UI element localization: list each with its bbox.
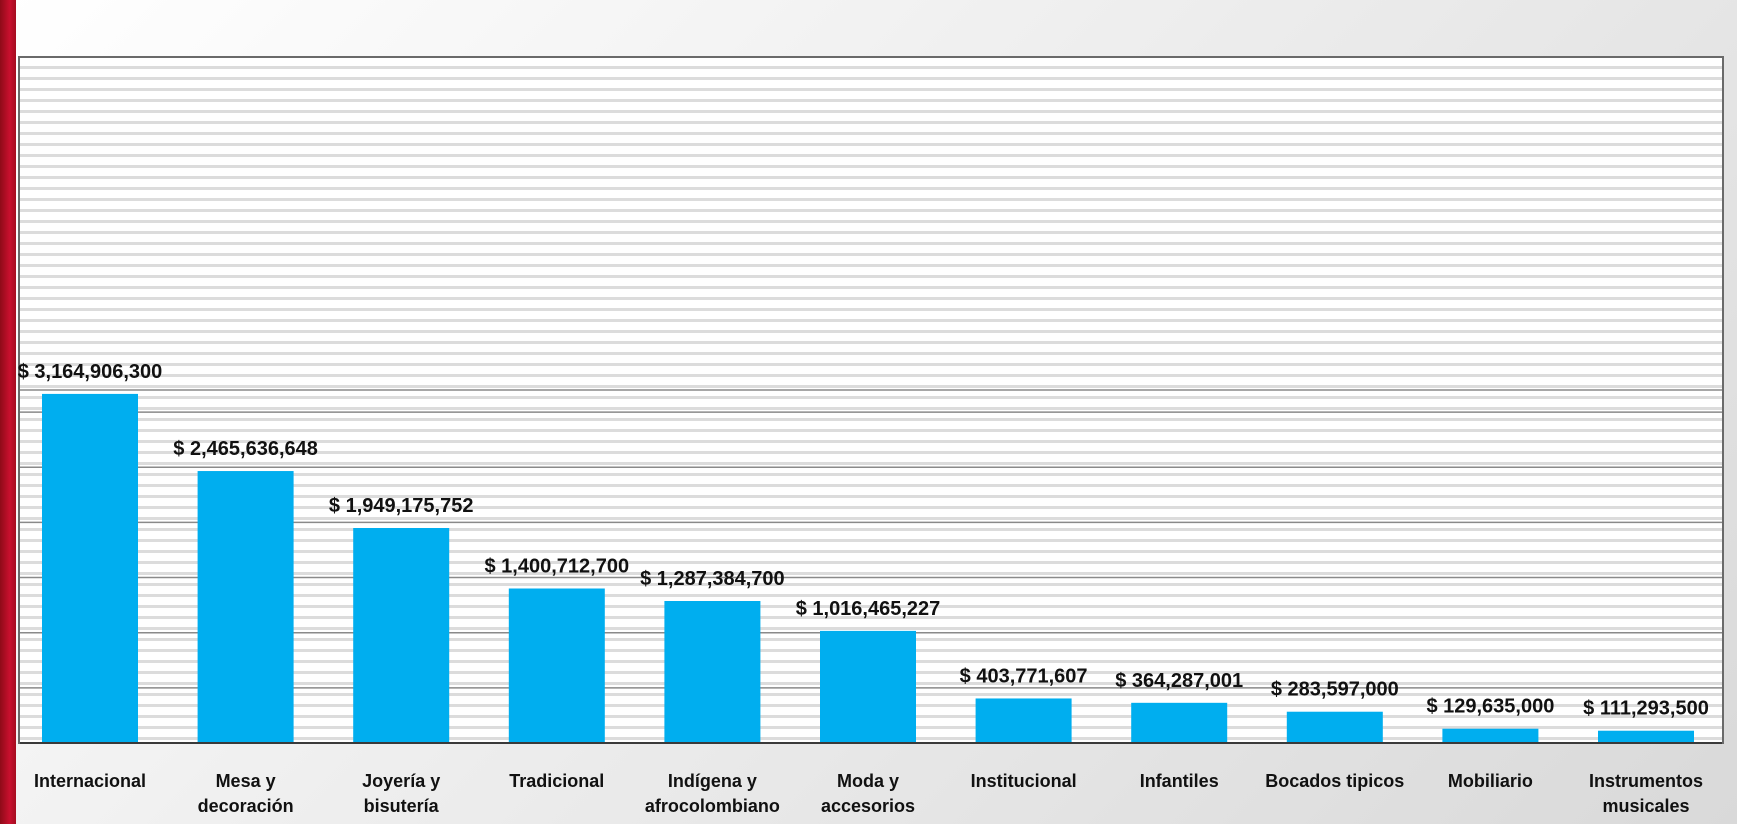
data-label: $ 1,016,465,227 (796, 598, 941, 620)
data-label: $ 1,949,175,752 (329, 495, 474, 517)
data-label: $ 1,400,712,700 (485, 556, 630, 578)
data-label: $ 283,597,000 (1271, 679, 1399, 701)
data-label: $ 2,465,636,648 (173, 438, 318, 460)
bar (1442, 728, 1539, 743)
tick-label: Mobiliario (1448, 771, 1533, 791)
bar (1286, 711, 1383, 743)
data-label: $ 111,293,500 (1583, 698, 1709, 720)
red-accent-bar (0, 0, 16, 824)
tick-label: Instrumentos musicales (1589, 771, 1703, 816)
tick-label: Institucional (971, 771, 1077, 791)
tick-label: Bocados tipicos (1265, 771, 1404, 791)
tick-label: Infantiles (1140, 771, 1219, 791)
tick-label: Indígena y afrocolombiano (645, 771, 780, 816)
data-label: $ 129,635,000 (1426, 696, 1554, 718)
bar (42, 393, 138, 743)
data-label: $ 1,287,384,700 (640, 568, 785, 590)
data-label: $ 403,771,607 (960, 665, 1088, 687)
tick-label: Tradicional (509, 771, 604, 791)
bar (197, 471, 294, 743)
bar (353, 528, 450, 743)
bar (1598, 730, 1694, 743)
bar (1131, 702, 1228, 743)
plot-area (18, 56, 1724, 744)
data-label: $ 364,287,001 (1115, 670, 1243, 692)
bar (975, 698, 1072, 743)
bar (664, 601, 761, 743)
tick-label: Joyería y bisutería (362, 771, 440, 816)
tick-label: Internacional (34, 771, 146, 791)
bar (508, 588, 605, 743)
data-label: $ 3,164,906,300 (18, 361, 163, 383)
tick-label: Moda y accesorios (821, 771, 915, 816)
bar (820, 630, 916, 743)
tick-label: Mesa y decoración (198, 771, 294, 816)
